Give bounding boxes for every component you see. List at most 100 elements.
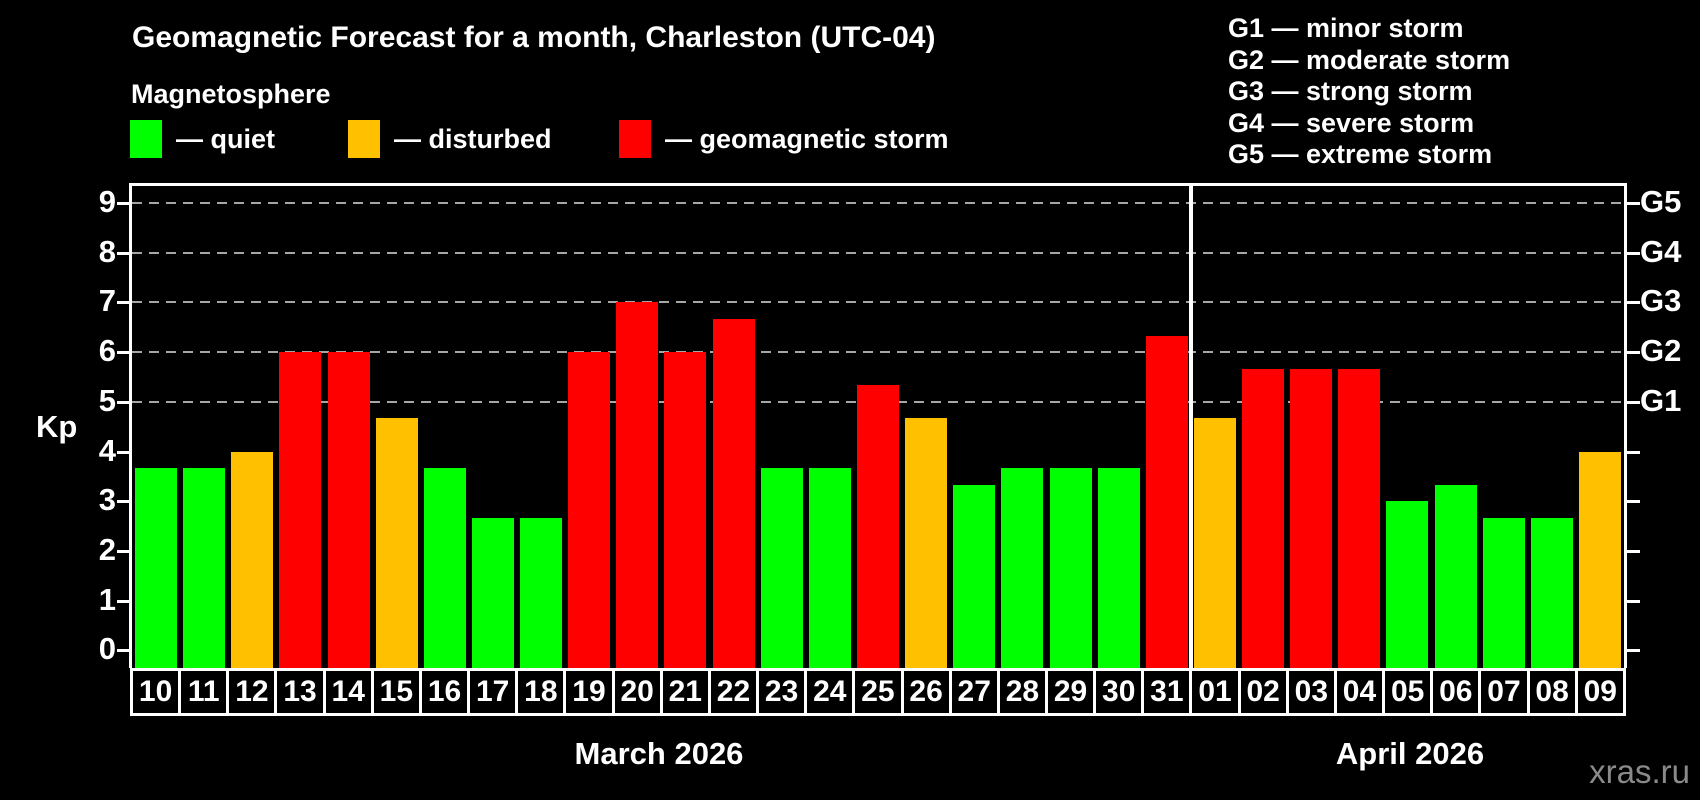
quiet-color-swatch [130, 120, 162, 158]
kp-bar-08 [1530, 517, 1573, 668]
kp-bar-09 [1578, 451, 1621, 668]
y-tick-left-2 [117, 549, 130, 553]
day-box-13: 13 [274, 668, 326, 716]
y-tick-right-6 [1627, 351, 1640, 355]
kp-bar-11 [183, 467, 226, 668]
day-box-23: 23 [756, 668, 808, 716]
legend-label-storm: — geomagnetic storm [665, 123, 949, 154]
y-tick-left-6 [117, 351, 130, 355]
kp-bar-27 [953, 484, 996, 668]
y-axis-line [129, 183, 132, 668]
y-tick-left-3 [117, 500, 130, 504]
y-tick-left-7 [117, 301, 130, 305]
kp-bar-25 [856, 385, 899, 668]
y-tick-right-3 [1627, 500, 1640, 504]
day-box-01: 01 [1189, 668, 1241, 716]
kp-bar-21 [664, 352, 707, 668]
day-box-17: 17 [467, 668, 519, 716]
day-box-14: 14 [322, 668, 374, 716]
storm-scale-line-g1: G1 — minor storm [1228, 13, 1464, 43]
right-axis-label-g3: G3 [1640, 283, 1682, 319]
right-axis-label-g2: G2 [1640, 333, 1682, 369]
gridline-kp6 [132, 351, 1624, 354]
y-tick-right-7 [1627, 301, 1640, 305]
kp-bar-10 [135, 467, 178, 668]
kp-bar-07 [1482, 517, 1525, 668]
day-box-12: 12 [226, 668, 278, 716]
kp-bar-26 [905, 418, 948, 668]
day-box-27: 27 [948, 668, 1000, 716]
day-box-24: 24 [804, 668, 856, 716]
y-tick-label-1: 1 [98, 581, 116, 617]
y-tick-right-2 [1627, 549, 1640, 553]
storm-scale-line-g3: G3 — strong storm [1228, 76, 1473, 106]
day-box-28: 28 [996, 668, 1048, 716]
day-box-18: 18 [515, 668, 567, 716]
chart-title: Geomagnetic Forecast for a month, Charle… [132, 21, 936, 54]
kp-bar-18 [520, 517, 563, 668]
kp-bar-19 [568, 352, 611, 668]
day-axis-row: 10 11 12 13 14 15 16 17 18 19 20 21 22 23 24 25 26 27 28 29… [130, 668, 1626, 716]
kp-bar-02 [1242, 368, 1285, 668]
gridline-kp7 [132, 301, 1624, 304]
y-tick-left-5 [117, 400, 130, 404]
day-box-05: 05 [1382, 668, 1434, 716]
month-separator [1188, 186, 1193, 668]
legend-item-disturbed: — disturbed [348, 120, 552, 158]
kp-bar-01 [1193, 418, 1236, 668]
day-box-21: 21 [659, 668, 711, 716]
day-box-15: 15 [370, 668, 422, 716]
plot-frame-top [129, 183, 1627, 186]
legend-item-quiet: — quiet [130, 120, 275, 158]
day-box-31: 31 [1141, 668, 1193, 716]
right-axis-line [1624, 183, 1627, 668]
kp-bar-12 [231, 451, 274, 668]
kp-bar-05 [1386, 501, 1429, 668]
storm-scale-line-g4: G4 — severe storm [1228, 107, 1475, 138]
y-tick-left-1 [117, 599, 130, 603]
y-tick-right-0 [1627, 649, 1640, 653]
day-box-02: 02 [1237, 668, 1289, 716]
storm-scale-legend: G1 — minor storm G2 — moderate storm G3 … [1228, 13, 1510, 171]
y-tick-left-4 [117, 450, 130, 454]
y-tick-label-8: 8 [98, 233, 116, 269]
kp-bar-30 [1097, 467, 1140, 668]
chart-subtitle: Magnetosphere [131, 79, 331, 109]
y-axis-title: Kp [36, 409, 78, 444]
day-box-20: 20 [611, 668, 663, 716]
watermark: xras.ru [1589, 753, 1690, 790]
kp-bar-31 [1145, 335, 1188, 668]
y-tick-left-9 [117, 202, 130, 205]
kp-bar-20 [616, 302, 659, 668]
y-tick-label-2: 2 [98, 531, 116, 567]
day-box-06: 06 [1430, 668, 1482, 716]
legend-label-disturbed: — disturbed [394, 123, 552, 154]
kp-bar-15 [375, 418, 418, 668]
day-box-19: 19 [563, 668, 615, 716]
storm-scale-line-g5: G5 — extreme storm [1228, 139, 1493, 169]
day-box-25: 25 [852, 668, 904, 716]
day-box-04: 04 [1333, 668, 1386, 716]
y-tick-right-1 [1627, 599, 1640, 603]
day-box-26: 26 [900, 668, 952, 716]
day-box-03: 03 [1285, 668, 1337, 716]
y-tick-right-8 [1627, 251, 1640, 255]
kp-bar-28 [1001, 467, 1044, 668]
kp-bar-29 [1049, 467, 1092, 668]
day-box-29: 29 [1044, 668, 1097, 716]
gridline-kp9 [132, 202, 1624, 204]
y-tick-right-4 [1627, 450, 1640, 454]
y-tick-label-4: 4 [98, 432, 116, 468]
gridline-kp8 [132, 251, 1624, 254]
day-box-16: 16 [418, 668, 471, 716]
day-box-11: 11 [178, 668, 230, 716]
y-tick-right-9 [1627, 202, 1640, 205]
kp-bar-03 [1290, 368, 1333, 668]
y-tick-right-5 [1627, 400, 1640, 404]
y-tick-label-5: 5 [98, 382, 116, 418]
day-box-09: 09 [1574, 668, 1626, 716]
day-box-10: 10 [130, 668, 182, 716]
right-axis-label-g5: G5 [1640, 184, 1682, 219]
day-box-07: 07 [1478, 668, 1530, 716]
month-label-april: April 2026 [1335, 736, 1485, 771]
